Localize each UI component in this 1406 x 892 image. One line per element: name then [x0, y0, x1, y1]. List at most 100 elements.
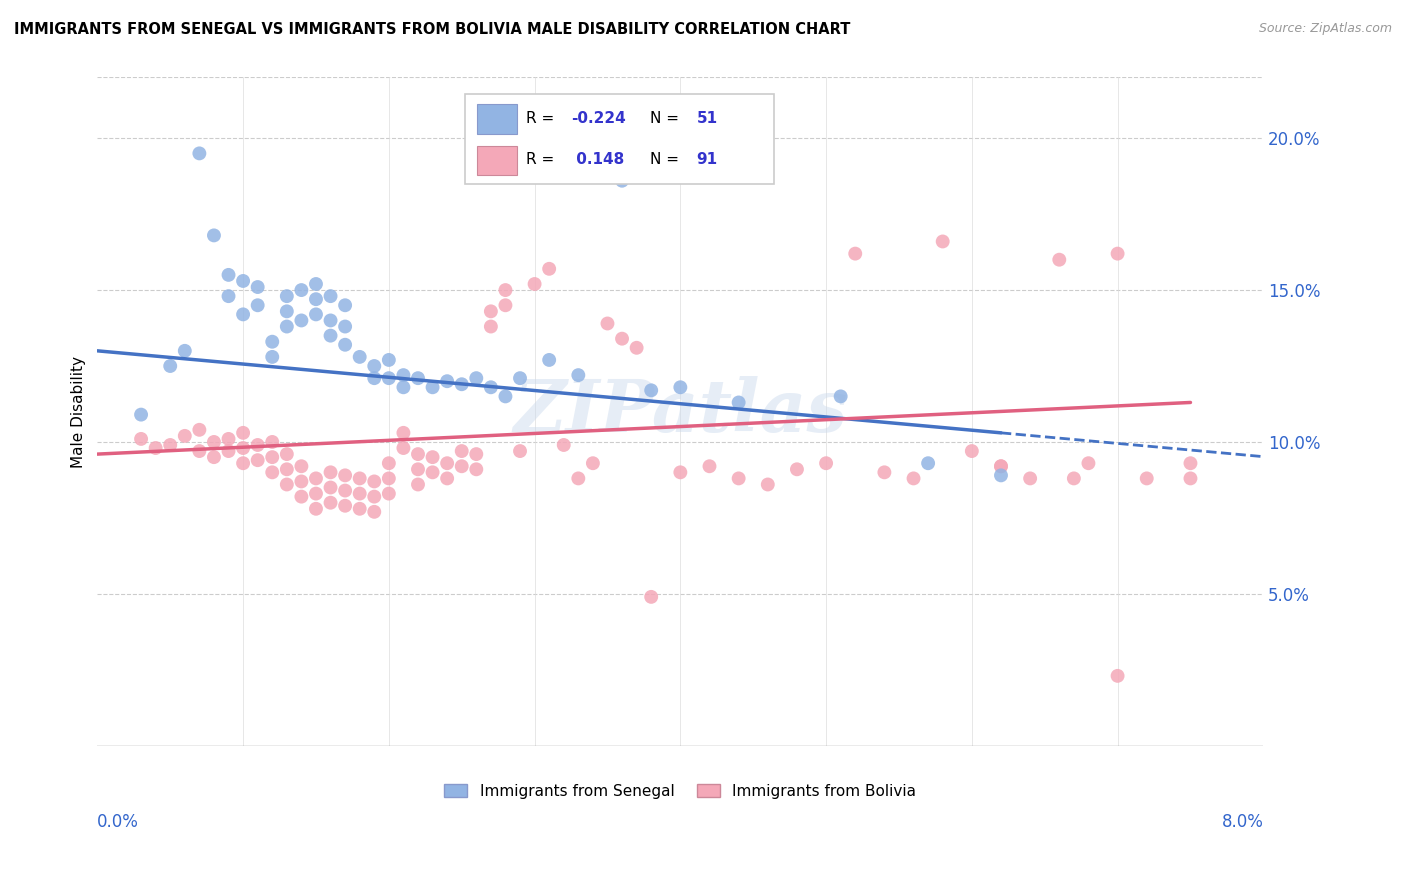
- Point: [538, 353, 561, 368]
- Point: [218, 432, 240, 446]
- Point: [349, 501, 371, 516]
- Point: [610, 332, 633, 346]
- Point: [786, 462, 808, 476]
- Point: [669, 466, 692, 480]
- Point: [333, 298, 356, 312]
- Point: [1047, 252, 1070, 267]
- Point: [305, 471, 328, 485]
- Point: [305, 292, 328, 306]
- Point: [276, 304, 298, 318]
- Point: [159, 359, 181, 373]
- Point: [262, 334, 284, 349]
- Point: [727, 471, 749, 485]
- Point: [436, 374, 458, 388]
- Point: [276, 289, 298, 303]
- Point: [567, 471, 589, 485]
- Point: [494, 298, 516, 312]
- Point: [553, 438, 575, 452]
- Point: [363, 475, 385, 489]
- Point: [159, 438, 181, 452]
- Point: [640, 384, 662, 398]
- Point: [232, 274, 254, 288]
- Point: [378, 471, 401, 485]
- Point: [406, 462, 429, 476]
- Point: [1136, 471, 1159, 485]
- Point: [640, 590, 662, 604]
- Point: [319, 328, 342, 343]
- Point: [218, 444, 240, 458]
- Point: [145, 441, 167, 455]
- Point: [188, 423, 211, 437]
- Point: [363, 359, 385, 373]
- Point: [305, 501, 328, 516]
- Point: [246, 298, 269, 312]
- Point: [232, 456, 254, 470]
- Point: [232, 307, 254, 321]
- Point: [479, 304, 502, 318]
- Point: [319, 466, 342, 480]
- Point: [246, 438, 269, 452]
- Text: ZIPatlas: ZIPatlas: [513, 376, 848, 447]
- Point: [727, 395, 749, 409]
- Point: [406, 371, 429, 385]
- Point: [494, 283, 516, 297]
- Point: [173, 429, 195, 443]
- Point: [436, 471, 458, 485]
- Point: [378, 353, 401, 368]
- Point: [319, 313, 342, 327]
- Point: [276, 447, 298, 461]
- Point: [333, 499, 356, 513]
- Legend: Immigrants from Senegal, Immigrants from Bolivia: Immigrants from Senegal, Immigrants from…: [439, 778, 922, 805]
- Point: [626, 341, 648, 355]
- Point: [349, 350, 371, 364]
- Point: [290, 459, 312, 474]
- Point: [567, 368, 589, 383]
- Point: [596, 317, 619, 331]
- Point: [465, 371, 488, 385]
- Point: [406, 447, 429, 461]
- Point: [844, 246, 866, 260]
- Point: [290, 283, 312, 297]
- Point: [1077, 456, 1099, 470]
- Point: [378, 456, 401, 470]
- Point: [815, 456, 838, 470]
- Point: [305, 307, 328, 321]
- Point: [610, 174, 633, 188]
- Point: [333, 483, 356, 498]
- Point: [129, 408, 152, 422]
- Point: [218, 268, 240, 282]
- Point: [873, 466, 896, 480]
- Text: 0.0%: 0.0%: [97, 813, 139, 830]
- Point: [173, 343, 195, 358]
- Point: [917, 456, 939, 470]
- Point: [333, 337, 356, 351]
- Point: [290, 313, 312, 327]
- Point: [903, 471, 925, 485]
- Text: 8.0%: 8.0%: [1222, 813, 1264, 830]
- Point: [232, 425, 254, 440]
- Point: [246, 280, 269, 294]
- Point: [523, 277, 546, 291]
- Point: [333, 319, 356, 334]
- Point: [218, 289, 240, 303]
- Point: [509, 371, 531, 385]
- Point: [450, 444, 472, 458]
- Point: [349, 471, 371, 485]
- Point: [538, 261, 561, 276]
- Point: [1107, 669, 1129, 683]
- Point: [262, 350, 284, 364]
- Point: [990, 459, 1012, 474]
- Point: [202, 228, 225, 243]
- Point: [406, 477, 429, 491]
- Point: [276, 319, 298, 334]
- Point: [363, 371, 385, 385]
- Point: [202, 434, 225, 449]
- Point: [129, 432, 152, 446]
- Point: [319, 481, 342, 495]
- Point: [202, 450, 225, 464]
- Point: [1180, 456, 1202, 470]
- Point: [669, 380, 692, 394]
- Point: [1063, 471, 1085, 485]
- Point: [422, 450, 444, 464]
- Point: [990, 459, 1012, 474]
